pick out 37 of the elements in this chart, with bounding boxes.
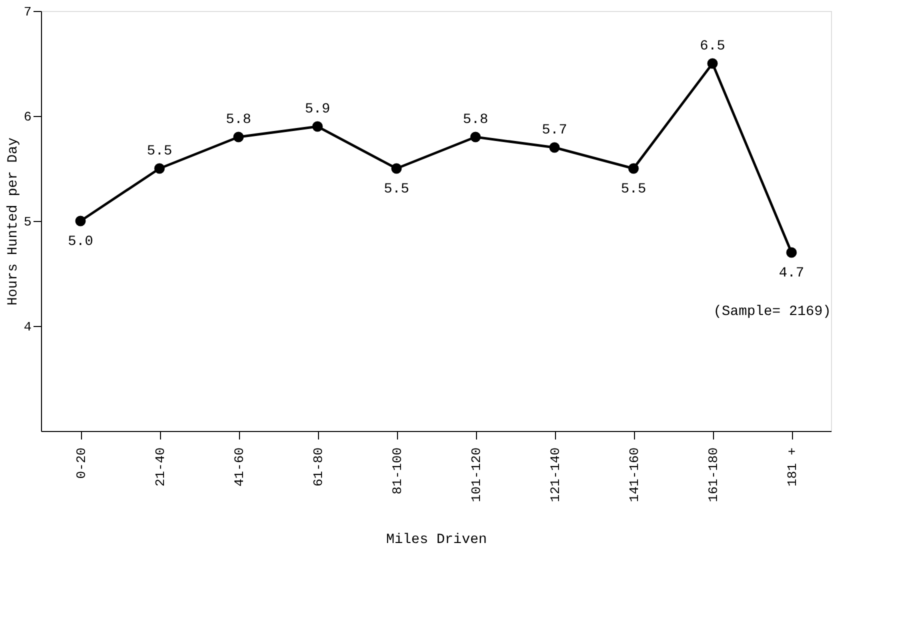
y-tick-label: 4 [24,320,32,334]
x-tick-label: 101-120 [469,448,484,502]
text: 4.7 [778,266,804,282]
point [391,163,402,174]
y-tick-label: 5 [24,214,32,230]
x-tick-label: 0-20 [74,448,89,479]
x-tick-label: 181 + [785,447,800,487]
text: 5.8 [226,112,252,128]
text: 5.8 [462,112,488,128]
point [312,121,323,132]
point [75,216,86,226]
x-tick-label: 81-100 [390,448,405,494]
point [628,163,639,174]
point [154,163,165,174]
x-tick-label: 141-160 [627,448,642,502]
y-axis-title: Hours Hunted per Day [6,137,22,306]
text: 6.5 [700,38,726,54]
point [786,247,797,258]
text: 5.0 [68,234,94,250]
text: 5.5 [146,144,172,160]
text: 5.7 [542,122,568,138]
text: 5.5 [384,182,410,198]
text: 5.5 [620,182,646,198]
point [707,58,718,69]
x-tick-label: 21-40 [153,448,168,487]
x-tick-label: 61-80 [311,448,326,487]
x-tick-label: 121-140 [548,448,563,502]
annotation: (Sample= 2169) [713,304,831,320]
point [549,142,560,153]
x-axis-title: Miles Driven [386,532,487,548]
y-tick-label: 7 [24,4,32,20]
text: 5.9 [304,102,330,118]
y-tick-label: 6 [24,110,32,124]
x-tick-label: 161-180 [706,448,721,502]
x-tick-label: 41-60 [232,448,247,487]
point [470,132,481,142]
point [233,132,244,142]
